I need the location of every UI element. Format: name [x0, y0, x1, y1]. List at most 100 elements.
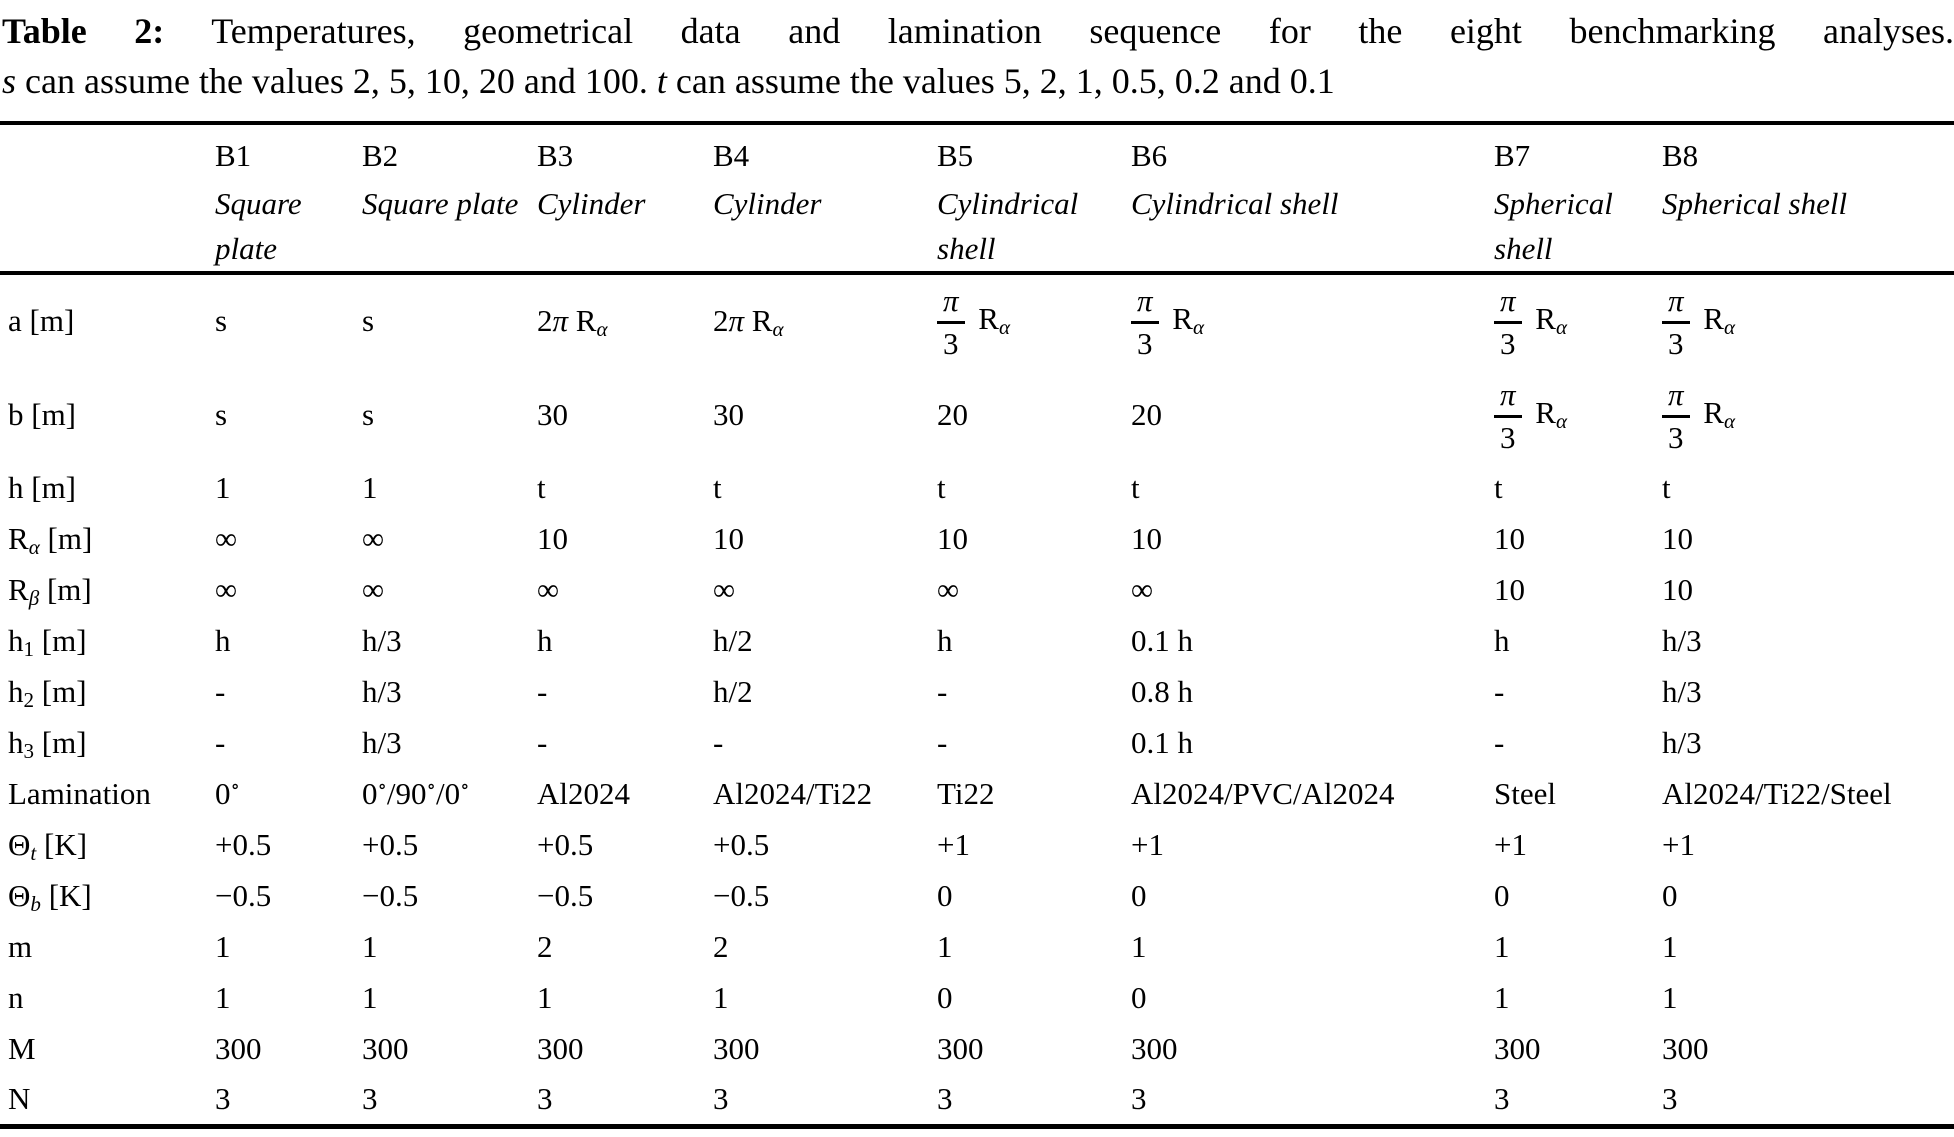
table-cell: ∞	[713, 572, 736, 608]
table-cell: ∞	[537, 572, 560, 608]
table-cell: 0∘	[215, 776, 240, 812]
row-label: Rβ [m]	[8, 572, 92, 611]
table-cell: h/3	[1662, 674, 1702, 710]
column-id: B7	[1494, 138, 1531, 173]
table-cell: 10	[1662, 572, 1693, 608]
table-row: N 3 3 3 3 3 3 3 3	[0, 1075, 1954, 1126]
table-row: Rα [m] ∞ ∞ 10 10 10 10 10 10	[0, 514, 1954, 565]
table-cell: 0∘/90∘/0∘	[362, 776, 470, 812]
table-caption: Table 2: Temperatures, geometrical data …	[2, 6, 1954, 106]
row-label: N	[8, 1080, 31, 1116]
table-cell: ∞	[215, 521, 238, 557]
table-cell: +1	[1131, 827, 1164, 863]
table-cell: h	[537, 623, 553, 659]
benchmark-table: B1 Square plate B2 Square plate B3 Cylinder B4…	[0, 121, 1954, 1129]
table-cell: 1	[1662, 980, 1678, 1016]
table-cell: 0.8 h	[1131, 674, 1193, 710]
caption-var-s: s	[2, 61, 17, 101]
column-description: Cylindrical shell	[1131, 186, 1339, 221]
table-cell: s	[215, 303, 228, 339]
column-description: Square plate	[215, 186, 302, 266]
column-header-b8: B8 Spherical shell	[1662, 123, 1954, 273]
table-cell: +1	[1662, 827, 1695, 863]
table-cell: 10	[713, 521, 744, 557]
table-cell: 10	[1662, 521, 1693, 557]
table-cell: t	[937, 470, 946, 506]
table-row: Θt [K] +0.5 +0.5 +0.5 +0.5 +1 +1 +1 +1	[0, 820, 1954, 871]
table-cell: 20	[1131, 397, 1162, 433]
column-header-b2: B2 Square plate	[362, 123, 537, 273]
table-cell: 0	[1131, 878, 1147, 914]
table-cell: −0.5	[537, 878, 594, 914]
table-cell: 1	[713, 980, 729, 1016]
table-cell: ∞	[362, 572, 385, 608]
row-label: a [m]	[8, 303, 75, 339]
paper-page: Table 2: Temperatures, geometrical data …	[0, 6, 1954, 1129]
table-row: h3 [m] - h/3 - - - 0.1 h - h/3	[0, 718, 1954, 769]
table-cell: -	[1494, 674, 1505, 710]
table-cell: h	[1494, 623, 1510, 659]
table-cell: t	[537, 470, 546, 506]
caption-table-number: Table 2:	[2, 11, 165, 51]
row-label: h2 [m]	[8, 674, 87, 713]
table-cell: 10	[537, 521, 568, 557]
row-label: h3 [m]	[8, 725, 87, 764]
caption-line-1: Table 2: Temperatures, geometrical data …	[2, 6, 1954, 56]
table-cell: +0.5	[362, 827, 419, 863]
table-cell: 2π Rα	[713, 303, 784, 342]
table-cell: 10	[1494, 572, 1525, 608]
column-description: Cylinder	[537, 186, 646, 221]
table-cell: +1	[937, 827, 970, 863]
row-label: M	[8, 1031, 36, 1067]
row-label: Lamination	[8, 776, 151, 812]
table-cell: 300	[362, 1031, 409, 1067]
table-cell: 0.1 h	[1131, 725, 1193, 761]
table-cell: -	[215, 674, 226, 710]
column-description: Cylinder	[713, 186, 822, 221]
table-cell: 3	[1131, 1080, 1147, 1116]
column-description: Spherical shell	[1662, 186, 1848, 221]
row-label: m	[8, 929, 33, 965]
table-cell: 3	[1662, 1080, 1678, 1116]
table-row: Rβ [m] ∞ ∞ ∞ ∞ ∞ ∞ 10 10	[0, 565, 1954, 616]
table-cell: h/3	[1662, 725, 1702, 761]
table-cell: Steel	[1494, 776, 1556, 812]
table-cell: 1	[215, 929, 231, 965]
table-cell: 0.1 h	[1131, 623, 1193, 659]
table-cell: 300	[1494, 1031, 1541, 1067]
header-empty-cell	[0, 123, 215, 273]
table-cell: 1	[1662, 929, 1678, 965]
table-cell: 1	[215, 980, 231, 1016]
table-cell: ∞	[215, 572, 238, 608]
table-row: n 1 1 1 1 0 0 1 1	[0, 973, 1954, 1024]
table-cell: -	[537, 725, 548, 761]
column-header-b5: B5 Cylindrical shell	[937, 123, 1131, 273]
table-header: B1 Square plate B2 Square plate B3 Cylinder B4…	[0, 123, 1954, 273]
table-cell: 2π Rα	[537, 303, 608, 342]
table-cell: −0.5	[713, 878, 770, 914]
column-id: B5	[937, 138, 974, 173]
table-cell: h	[215, 623, 231, 659]
table-cell: Al2024/PVC/Al2024	[1131, 776, 1395, 812]
table-cell: +0.5	[537, 827, 594, 863]
table-row: h1 [m] h h/3 h h/2 h 0.1 h h h/3	[0, 616, 1954, 667]
column-id: B3	[537, 138, 574, 173]
table-cell: 300	[537, 1031, 584, 1067]
table-cell: ∞	[1131, 572, 1154, 608]
table-cell: 0	[1662, 878, 1678, 914]
column-description: Square plate	[362, 186, 519, 221]
table-cell: t	[1494, 470, 1503, 506]
row-label: Θb [K]	[8, 878, 92, 917]
row-label: n	[8, 980, 24, 1016]
table-cell: 10	[937, 521, 968, 557]
table-cell: +0.5	[713, 827, 770, 863]
table-cell: h	[937, 623, 953, 659]
